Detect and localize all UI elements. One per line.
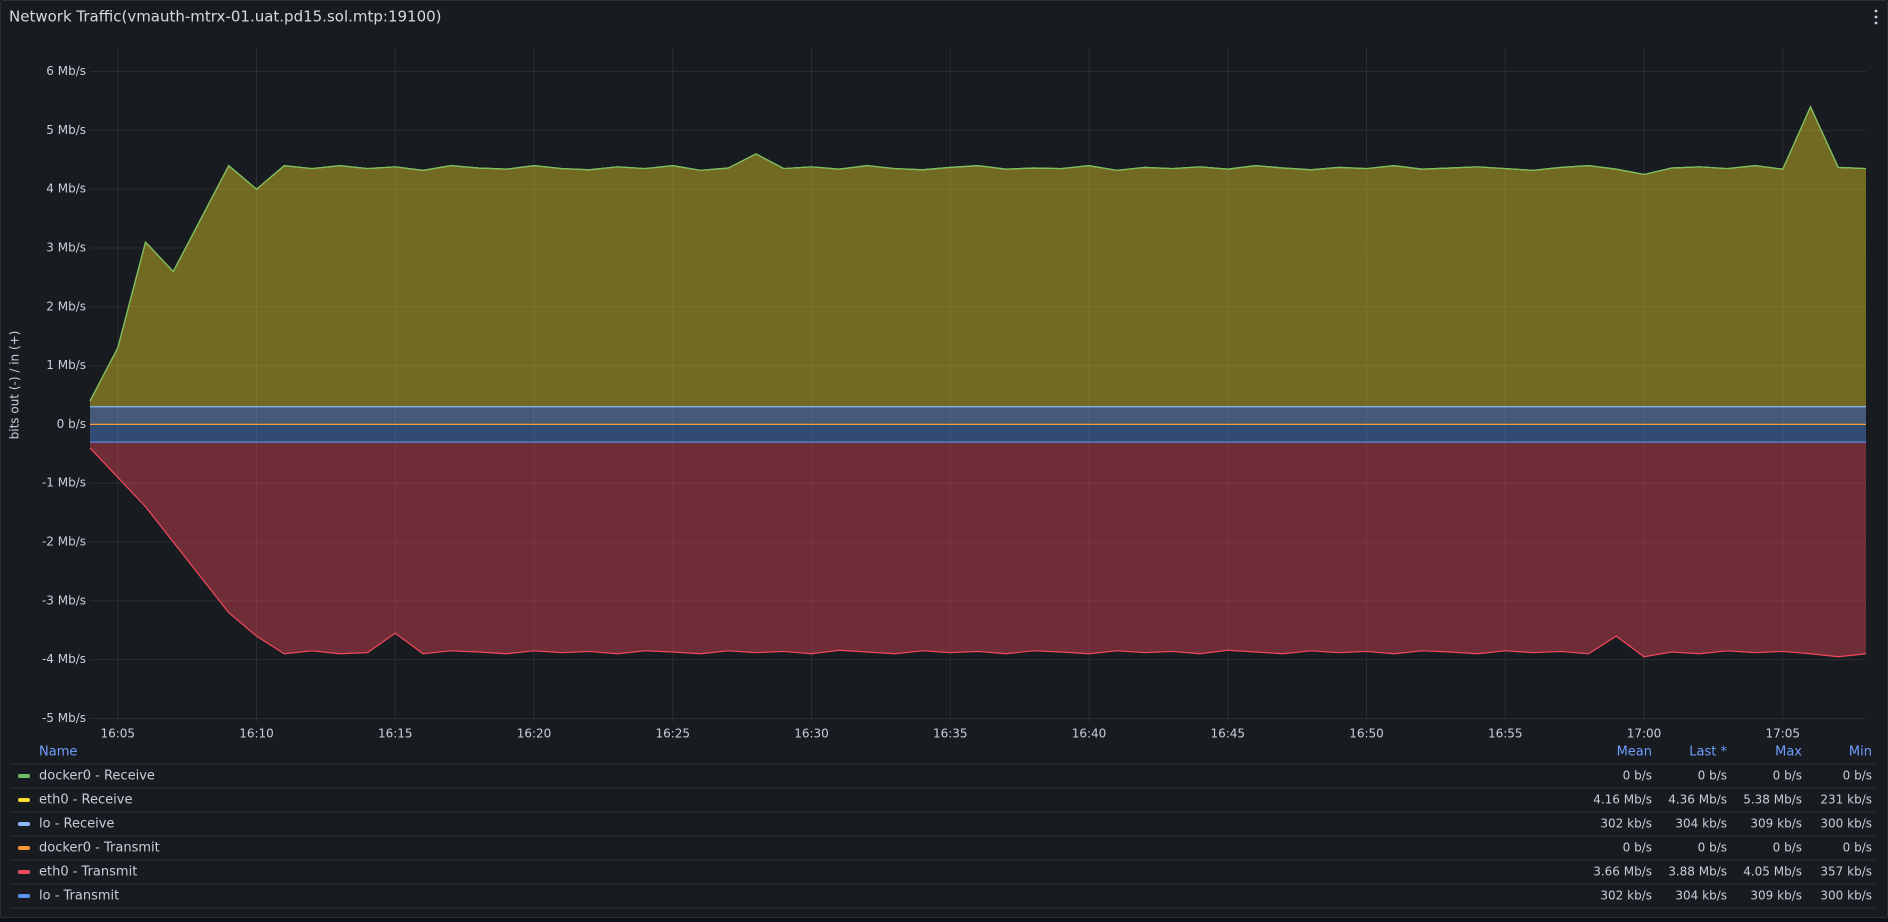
x-tick-label: 16:40: [1072, 727, 1107, 741]
legend-value: 357 kb/s: [1820, 865, 1872, 879]
legend-header: Mean: [1617, 745, 1652, 760]
legend-value: 3.88 Mb/s: [1668, 865, 1727, 879]
y-tick-label: 4 Mb/s: [46, 182, 86, 196]
x-tick-label: 16:50: [1349, 727, 1384, 741]
x-tick-label: 16:35: [933, 727, 968, 741]
legend-header: Min: [1849, 745, 1872, 760]
legend-value: 4.05 Mb/s: [1743, 865, 1802, 879]
y-tick-label: -2 Mb/s: [42, 535, 86, 549]
legend-value: 302 kb/s: [1600, 817, 1652, 831]
y-tick-label: -3 Mb/s: [42, 593, 86, 607]
y-tick-label: 5 Mb/s: [46, 123, 86, 137]
legend-header: Max: [1775, 745, 1802, 760]
series-line: [89, 447, 1867, 658]
legend-swatch: [18, 798, 30, 802]
legend-value: 304 kb/s: [1675, 889, 1727, 903]
x-tick-label: 16:15: [378, 727, 413, 741]
menu-icon[interactable]: [1874, 9, 1878, 25]
legend-value: 5.38 Mb/s: [1743, 793, 1802, 807]
x-tick-label: 16:30: [794, 727, 829, 741]
legend-value: 3.66 Mb/s: [1593, 865, 1652, 879]
legend-value: 0 b/s: [1623, 841, 1652, 855]
legend-header: Last *: [1689, 745, 1727, 760]
area-fill: [90, 406, 1866, 425]
y-tick-label: 1 Mb/s: [46, 358, 86, 372]
legend-value: 0 b/s: [1773, 769, 1802, 783]
legend-value: 304 kb/s: [1675, 817, 1727, 831]
legend-value: 0 b/s: [1698, 769, 1727, 783]
legend-value: 309 kb/s: [1750, 889, 1802, 903]
grid: [90, 48, 1866, 722]
area-fill: [90, 106, 1866, 407]
legend-value: 0 b/s: [1773, 841, 1802, 855]
x-tick-label: 16:55: [1488, 727, 1523, 741]
series-line: [89, 105, 1867, 402]
area-fill: [90, 424, 1866, 443]
legend-value: 302 kb/s: [1600, 889, 1652, 903]
legend-value: 300 kb/s: [1820, 889, 1872, 903]
lines: [89, 105, 1867, 658]
legend-value: 0 b/s: [1623, 769, 1652, 783]
legend-value: 300 kb/s: [1820, 817, 1872, 831]
y-tick-label: 6 Mb/s: [46, 64, 86, 78]
panel-title: Network Traffic(vmauth-mtrx-01.uat.pd15.…: [9, 8, 442, 26]
area-fill: [90, 442, 1866, 657]
legend-value: 0 b/s: [1698, 841, 1727, 855]
legend-swatch: [18, 894, 30, 898]
y-tick-label: -1 Mb/s: [42, 476, 86, 490]
legend-value: 231 kb/s: [1820, 793, 1872, 807]
legend-swatch: [18, 774, 30, 778]
legend-name: lo - Receive: [39, 817, 114, 832]
legend-value: 0 b/s: [1843, 769, 1872, 783]
x-tick-label: 16:10: [239, 727, 274, 741]
x-tick-label: 17:00: [1627, 727, 1662, 741]
legend-swatch: [18, 846, 30, 850]
x-tick-label: 16:20: [517, 727, 552, 741]
legend-name: eth0 - Transmit: [39, 865, 137, 880]
legend-value: 309 kb/s: [1750, 817, 1802, 831]
x-tick-label: 16:25: [655, 727, 690, 741]
legend-swatch: [18, 822, 30, 826]
y-tick-label: 2 Mb/s: [46, 299, 86, 313]
legend-swatch: [18, 870, 30, 874]
legend-header: Name: [39, 745, 77, 760]
legend-name: eth0 - Receive: [39, 793, 132, 808]
legend-name: docker0 - Receive: [39, 769, 155, 784]
y-tick-label: 3 Mb/s: [46, 240, 86, 254]
y-tick-label: -5 Mb/s: [42, 711, 86, 725]
legend-value: 4.16 Mb/s: [1593, 793, 1652, 807]
legend-name: docker0 - Transmit: [39, 841, 160, 856]
areas: [90, 106, 1866, 657]
legend-value: 4.36 Mb/s: [1668, 793, 1727, 807]
y-tick-label: 0 b/s: [57, 417, 86, 431]
x-tick-label: 17:05: [1765, 727, 1800, 741]
x-tick-label: 16:45: [1210, 727, 1245, 741]
legend-value: 0 b/s: [1843, 841, 1872, 855]
y-axis-label: bits out (-) / in (+): [8, 331, 22, 440]
legend-name: lo - Transmit: [39, 889, 119, 904]
x-tick-label: 16:05: [100, 727, 135, 741]
y-tick-label: -4 Mb/s: [42, 652, 86, 666]
